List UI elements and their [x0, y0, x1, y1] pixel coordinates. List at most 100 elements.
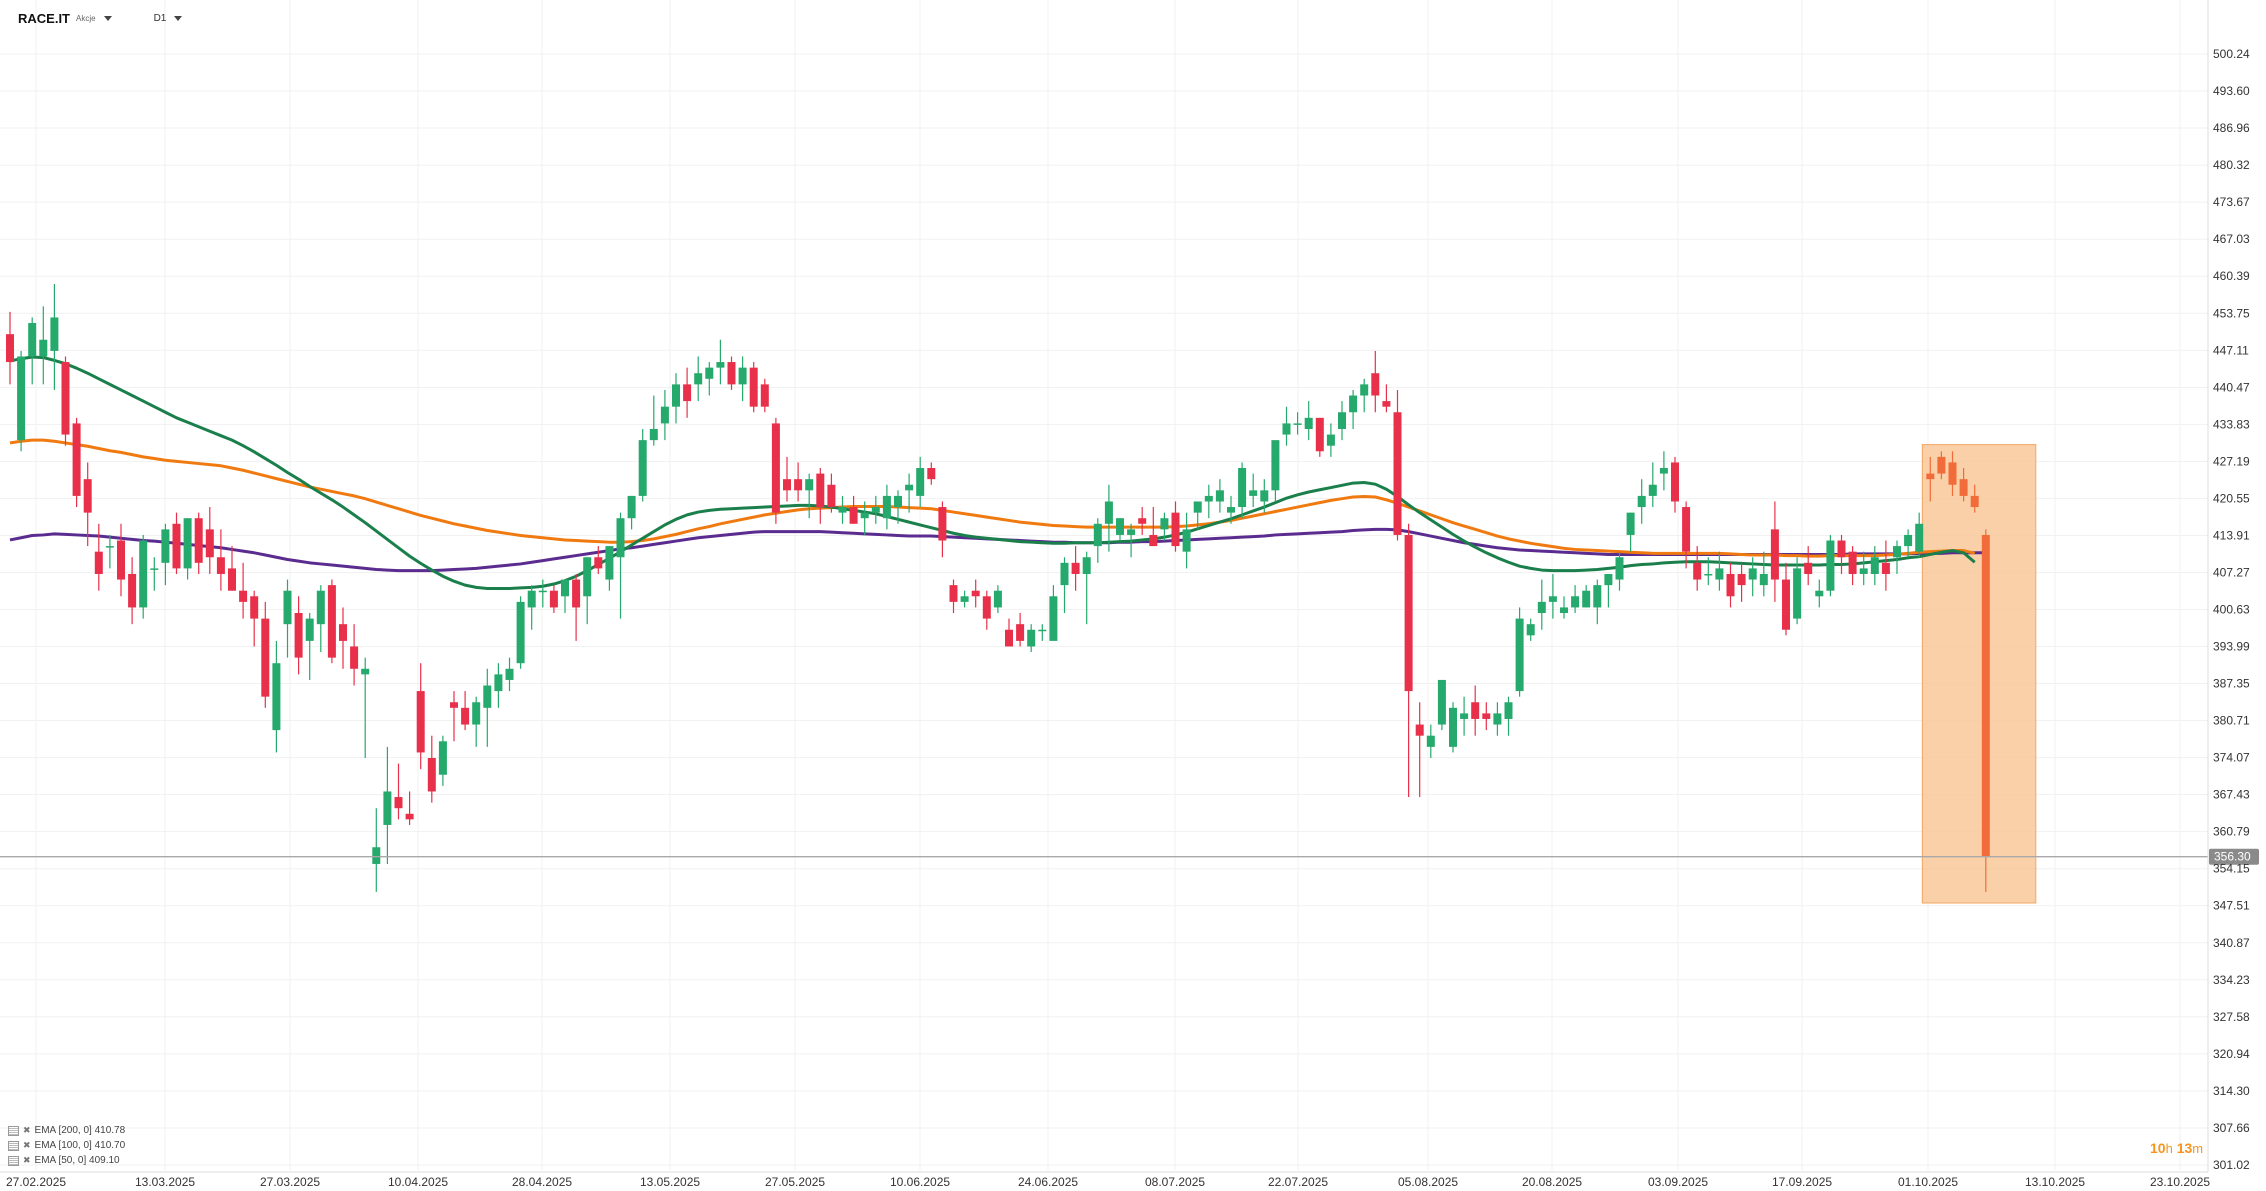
price-badge [2209, 848, 2259, 865]
candle [1748, 557, 1757, 597]
candle [216, 529, 225, 591]
candle-body [1060, 562, 1069, 586]
candle-body [1437, 679, 1446, 725]
indicator-settings-icon[interactable] [8, 1125, 19, 1136]
candle [394, 763, 403, 820]
candle-body [1338, 412, 1346, 429]
symbol-label[interactable]: RACE.IT [18, 10, 70, 26]
y-tick-label: 493.60 [2213, 84, 2250, 98]
candle-body [1282, 423, 1291, 435]
x-tick-label: 28.04.2025 [512, 1175, 572, 1189]
candle-body [17, 356, 26, 441]
candle [1671, 456, 1679, 513]
candle-body [1504, 702, 1513, 719]
y-tick-label: 314.30 [2213, 1084, 2250, 1098]
candle-body [1759, 573, 1768, 586]
x-tick-label: 03.09.2025 [1648, 1175, 1708, 1189]
candle [450, 691, 458, 742]
candle [1027, 624, 1036, 653]
candle-body [727, 362, 736, 385]
legend-label: EMA [200, 0] 410.78 [34, 1125, 126, 1136]
candle [683, 367, 692, 418]
candle-body [1304, 417, 1313, 429]
candle [1526, 618, 1535, 641]
timeframe-label[interactable]: D1 [153, 12, 167, 24]
candle-body [738, 367, 747, 385]
candle-body [771, 423, 780, 513]
candle [1271, 440, 1280, 502]
indicator-settings-icon[interactable] [8, 1140, 19, 1151]
candle [1926, 456, 1935, 502]
candle [561, 579, 569, 614]
candle [1326, 423, 1335, 457]
candle-body [1693, 562, 1702, 580]
y-tick-label: 387.35 [2213, 677, 2250, 691]
candle [50, 283, 59, 390]
candle-body [627, 495, 636, 519]
candle-body [1615, 557, 1624, 580]
candle-body [1160, 518, 1169, 530]
candle-body [505, 668, 514, 680]
remove-indicator-icon[interactable]: ✖ [23, 1155, 31, 1165]
candle [1626, 512, 1635, 552]
remove-indicator-icon[interactable]: ✖ [23, 1140, 31, 1150]
candle [838, 495, 847, 524]
remove-indicator-icon[interactable]: ✖ [23, 1125, 31, 1135]
candle [738, 356, 747, 402]
candle-body [1260, 490, 1269, 502]
candle [72, 417, 81, 508]
candle-body [339, 624, 347, 641]
candle [927, 462, 936, 485]
candle [1837, 534, 1846, 574]
legend-item-ema100[interactable]: ✖ EMA [100, 0] 410.70 [8, 1138, 125, 1153]
ema50-line [9, 355, 1976, 590]
candle [1682, 501, 1691, 569]
candle [993, 585, 1002, 614]
candle [1116, 518, 1124, 541]
candle [1659, 451, 1668, 491]
candle-body [1360, 384, 1369, 396]
candle-body [61, 362, 70, 435]
candle-body [1793, 568, 1802, 619]
candle [1582, 585, 1591, 608]
y-tick-label: 486.96 [2213, 121, 2250, 135]
candle [572, 573, 581, 641]
timeframe-dropdown-icon[interactable] [174, 15, 183, 21]
candle-body [1049, 596, 1058, 641]
candle-body [1093, 523, 1102, 547]
candle [1138, 507, 1147, 535]
candle-body [794, 479, 803, 491]
candle-body [605, 546, 614, 580]
candle-body [1959, 479, 1968, 496]
y-tick-label: 354.15 [2213, 862, 2250, 876]
x-tick-label: 13.05.2025 [640, 1175, 700, 1189]
candle [982, 590, 991, 630]
candle [538, 579, 547, 608]
candle-body [1682, 507, 1691, 552]
candle [1504, 696, 1513, 736]
candle-body [1837, 540, 1846, 558]
symbol-dropdown-icon[interactable] [103, 15, 112, 21]
x-tick-label: 01.10.2025 [1898, 1175, 1958, 1189]
candle-body [1404, 534, 1413, 692]
candle [1959, 468, 1968, 502]
x-tick-label: 13.10.2025 [2025, 1175, 2085, 1189]
candle-body [1393, 412, 1402, 535]
candle [1260, 479, 1269, 513]
y-tick-label: 347.51 [2213, 899, 2250, 913]
legend-item-ema200[interactable]: ✖ EMA [200, 0] 410.78 [8, 1123, 125, 1138]
y-tick-label: 393.99 [2213, 640, 2250, 654]
candle [716, 339, 725, 385]
y-tick-label: 413.91 [2213, 528, 2250, 542]
candle-body [1593, 585, 1602, 608]
legend-item-ema50[interactable]: ✖ EMA [50, 0] 409.10 [8, 1153, 125, 1168]
candle-body [194, 518, 203, 563]
x-tick-label: 17.09.2025 [1772, 1175, 1832, 1189]
indicator-settings-icon[interactable] [8, 1155, 19, 1166]
candle-body [205, 529, 214, 558]
candle [1537, 579, 1546, 630]
candle-body [905, 484, 914, 491]
candle [1937, 451, 1946, 480]
candle-body [993, 590, 1002, 608]
